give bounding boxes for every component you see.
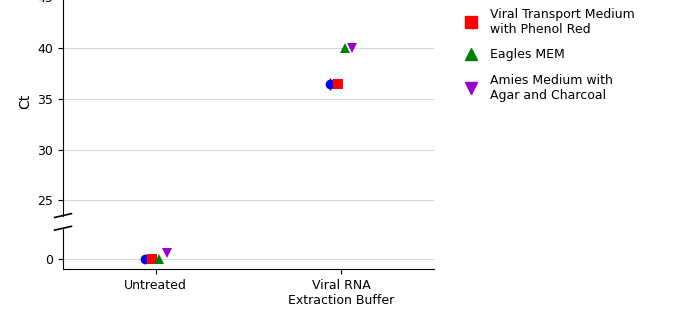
Y-axis label: Ct: Ct <box>18 94 32 109</box>
Legend: Viral Transport Medium, Viral Transport Medium
with Phenol Red, Eagles MEM, Amie: Viral Transport Medium, Viral Transport … <box>458 0 635 102</box>
